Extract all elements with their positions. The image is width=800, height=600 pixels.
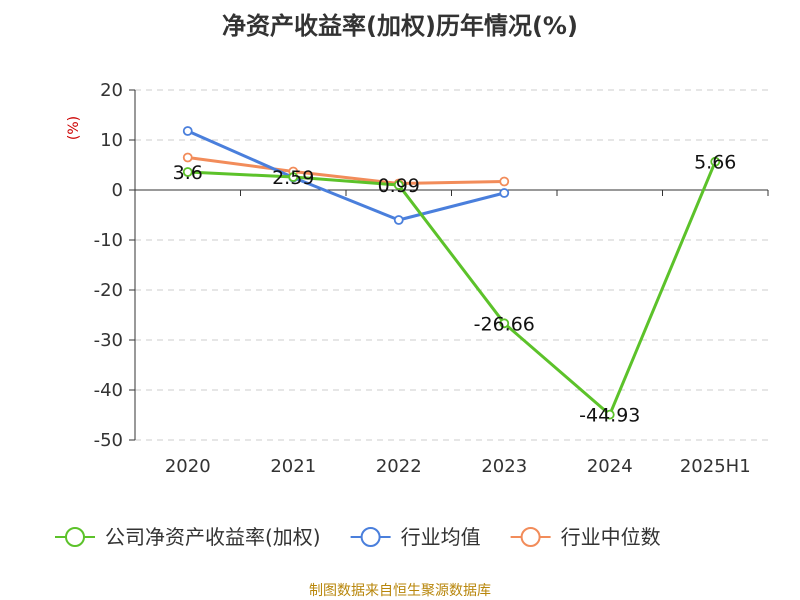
data-label: -26.66 bbox=[474, 313, 535, 335]
data-label: 5.66 bbox=[694, 152, 736, 174]
axes bbox=[134, 90, 769, 440]
data-labels: 3.6 2.59 0.99 -26.66 -44.93 5.66 bbox=[173, 152, 737, 427]
x-tick-label: 2025H1 bbox=[680, 456, 751, 477]
y-tick-label: 10 bbox=[100, 130, 123, 151]
legend-swatch-marker bbox=[520, 527, 541, 547]
x-tick-label: 2022 bbox=[376, 456, 422, 477]
y-tick-label: 0 bbox=[112, 180, 123, 201]
y-tick-label: -40 bbox=[94, 380, 123, 401]
data-point bbox=[182, 167, 193, 177]
data-point bbox=[499, 176, 510, 187]
legend-swatch-marker bbox=[360, 527, 381, 547]
series-line bbox=[187, 161, 717, 417]
source-note: 制图数据来自恒生聚源数据库 bbox=[309, 583, 491, 599]
data-label: 2.59 bbox=[272, 167, 314, 189]
legend-label: 行业中位数 bbox=[561, 525, 661, 549]
data-point bbox=[288, 172, 299, 182]
data-point bbox=[499, 318, 510, 329]
series-group bbox=[182, 126, 721, 420]
data-point bbox=[604, 409, 615, 420]
y-tick-label: -20 bbox=[94, 280, 123, 301]
data-point bbox=[182, 152, 193, 163]
series-line bbox=[187, 156, 505, 185]
x-tick-label: 2023 bbox=[481, 456, 527, 477]
legend: 公司净资产收益率(加权) 行业均值 行业中位数 bbox=[55, 525, 661, 549]
y-tick-label: 20 bbox=[100, 80, 123, 101]
legend-swatch-marker bbox=[65, 527, 85, 547]
y-tick-labels: 20 10 0 -10 -20 -30 -40 -50 bbox=[94, 80, 123, 451]
grid-lines bbox=[129, 89, 768, 441]
x-tick-label: 2021 bbox=[270, 456, 316, 477]
y-tick-label: -30 bbox=[94, 330, 123, 351]
y-tick-label: -50 bbox=[94, 430, 123, 451]
legend-label: 公司净资产收益率(加权) bbox=[105, 525, 321, 549]
data-point bbox=[710, 156, 721, 167]
legend-label: 行业均值 bbox=[401, 525, 481, 549]
x-tick-labels: 2020 2021 2022 2023 2024 2025H1 bbox=[165, 456, 751, 477]
data-point bbox=[499, 188, 510, 198]
series-line bbox=[187, 129, 505, 222]
data-point bbox=[393, 180, 404, 190]
data-label: -44.93 bbox=[579, 405, 640, 427]
data-label: 3.6 bbox=[173, 162, 203, 184]
data-label: 0.99 bbox=[378, 175, 420, 197]
x-tick-label: 2020 bbox=[165, 456, 211, 477]
y-axis-label: (%) bbox=[66, 116, 82, 140]
x-tick-label: 2024 bbox=[587, 456, 633, 477]
chart-title: 净资产收益率(加权)历年情况(%) bbox=[222, 12, 578, 40]
data-point bbox=[182, 126, 193, 136]
data-point bbox=[393, 215, 404, 225]
y-tick-label: -10 bbox=[94, 230, 123, 251]
